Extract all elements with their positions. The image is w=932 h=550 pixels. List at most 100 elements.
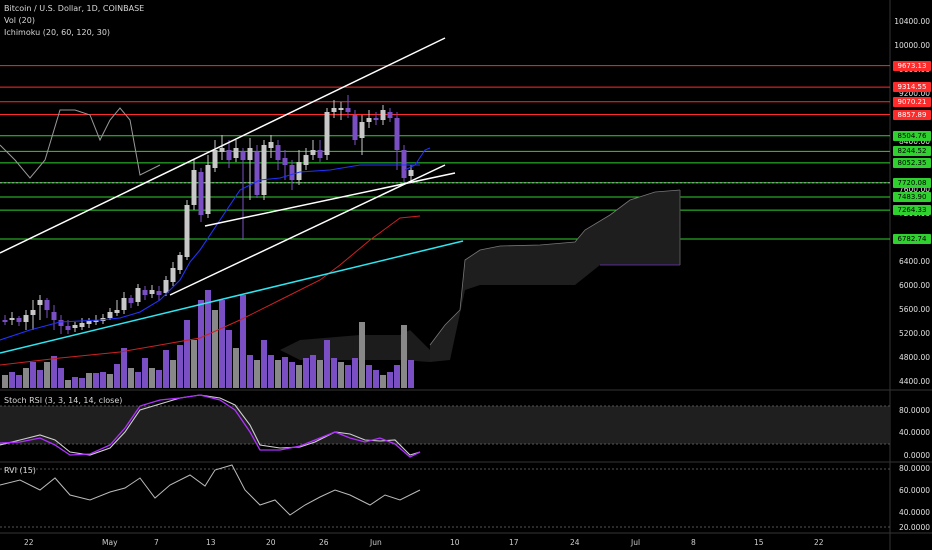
time-tick-label: 24	[570, 538, 580, 547]
price-level-tag: 8052.35	[893, 157, 931, 168]
price-level-tag: 6782.74	[893, 234, 931, 245]
volume-bar	[79, 378, 85, 388]
time-tick-label: 22	[814, 538, 824, 547]
volume-bar	[233, 348, 239, 388]
volume-bar	[261, 340, 267, 388]
kijun-sen	[0, 164, 420, 341]
volume-bar	[37, 370, 43, 388]
ichimoku-cloud	[430, 190, 680, 362]
time-tick-label: 15	[754, 538, 764, 547]
candle-body	[170, 268, 176, 282]
volume-bar	[401, 325, 407, 388]
volume-bar	[380, 375, 386, 388]
price-tick-label: 7600.00	[898, 185, 930, 194]
volume-bar	[156, 370, 162, 388]
candle-body	[345, 108, 351, 112]
volume-bar	[177, 345, 183, 388]
volume-bar	[170, 360, 176, 388]
wedge-line	[204, 172, 456, 227]
volume-bar	[9, 372, 15, 388]
stoch-k-line	[0, 394, 421, 458]
volume-bar	[345, 365, 351, 388]
volume-bar	[100, 372, 106, 388]
volume-bar	[310, 355, 316, 388]
volume-bar	[268, 355, 274, 388]
price-level-tag: 9314.55	[893, 82, 931, 93]
price-tick-label: 9200.00	[898, 89, 930, 98]
ichimoku-cloud-past	[280, 330, 430, 362]
volume-bar	[289, 362, 295, 388]
candle-body	[296, 162, 302, 180]
time-tick-label: 8	[691, 538, 696, 547]
candle-body	[212, 150, 218, 168]
rvi-tick-label: 20.0000	[898, 523, 930, 532]
volume-bar	[135, 372, 141, 388]
volume-bar	[23, 368, 29, 388]
time-tick-label: Jul	[631, 538, 641, 547]
candle-body	[135, 288, 141, 302]
candle-body	[191, 170, 197, 205]
volume-bar	[121, 348, 127, 388]
candle-body	[359, 122, 365, 138]
candle-body	[177, 255, 183, 270]
candle-body	[37, 300, 43, 305]
volume-bar	[128, 368, 134, 388]
volume-bar	[58, 368, 64, 388]
candle-body	[79, 323, 85, 327]
candle-body	[205, 165, 211, 214]
price-tick-label: 10400.00	[894, 17, 930, 26]
volume-bar	[205, 290, 211, 388]
volume-bar	[247, 355, 253, 388]
price-tick-label: 4800.00	[898, 353, 930, 362]
volume-bar	[142, 358, 148, 388]
candle-body	[373, 118, 379, 120]
symbol-title: Bitcoin / U.S. Dollar, 1D, COINBASE	[4, 4, 145, 13]
volume-bar	[303, 358, 309, 388]
price-level-tag: 8504.76	[893, 130, 931, 141]
volume-bar	[198, 300, 204, 388]
volume-bar	[65, 380, 71, 388]
candle-body	[408, 170, 414, 176]
time-tick-label: 13	[206, 538, 216, 547]
price-level-tag: 9070.21	[893, 96, 931, 107]
volume-bar	[408, 360, 414, 388]
channel-top-line	[0, 37, 446, 254]
volume-bar	[324, 340, 330, 388]
candle-body	[51, 312, 57, 320]
candle-body	[149, 290, 155, 294]
candle-body	[30, 310, 36, 315]
volume-bar	[352, 358, 358, 388]
price-level-tag: 8244.52	[893, 146, 931, 157]
candle-body	[233, 148, 239, 158]
candle-body	[2, 320, 8, 322]
price-tick-label: 6400.00	[898, 257, 930, 266]
candle-body	[107, 312, 113, 318]
time-tick-label: 20	[266, 538, 276, 547]
candle-body	[163, 280, 169, 293]
price-level-tag: 7720.08	[893, 177, 931, 188]
candle-body	[366, 118, 372, 122]
time-tick-label: Jun	[370, 538, 382, 547]
volume-bar	[366, 365, 372, 388]
candle-body	[240, 152, 246, 160]
senkou-lagging	[0, 215, 421, 366]
volume-bar	[163, 350, 169, 388]
time-tick-label: 22	[24, 538, 34, 547]
stoch-tick-label: 0.0000	[903, 451, 930, 460]
candle-body	[156, 291, 162, 295]
price-level-tag: 7264.33	[893, 205, 931, 216]
rvi-tick-label: 60.0000	[898, 486, 930, 495]
price-tick-label: 8400.00	[898, 137, 930, 146]
volume-bar	[212, 310, 218, 388]
volume-bar	[275, 360, 281, 388]
candle-body	[310, 150, 316, 155]
candle-body	[289, 165, 295, 180]
candle-body	[226, 150, 232, 160]
stoch-d-line	[0, 394, 421, 456]
channel-bottom-line	[169, 164, 446, 296]
time-tick-label: 7	[154, 538, 159, 547]
volume-bar	[359, 322, 365, 388]
volume-bar	[86, 373, 92, 388]
candle-body	[261, 145, 267, 195]
